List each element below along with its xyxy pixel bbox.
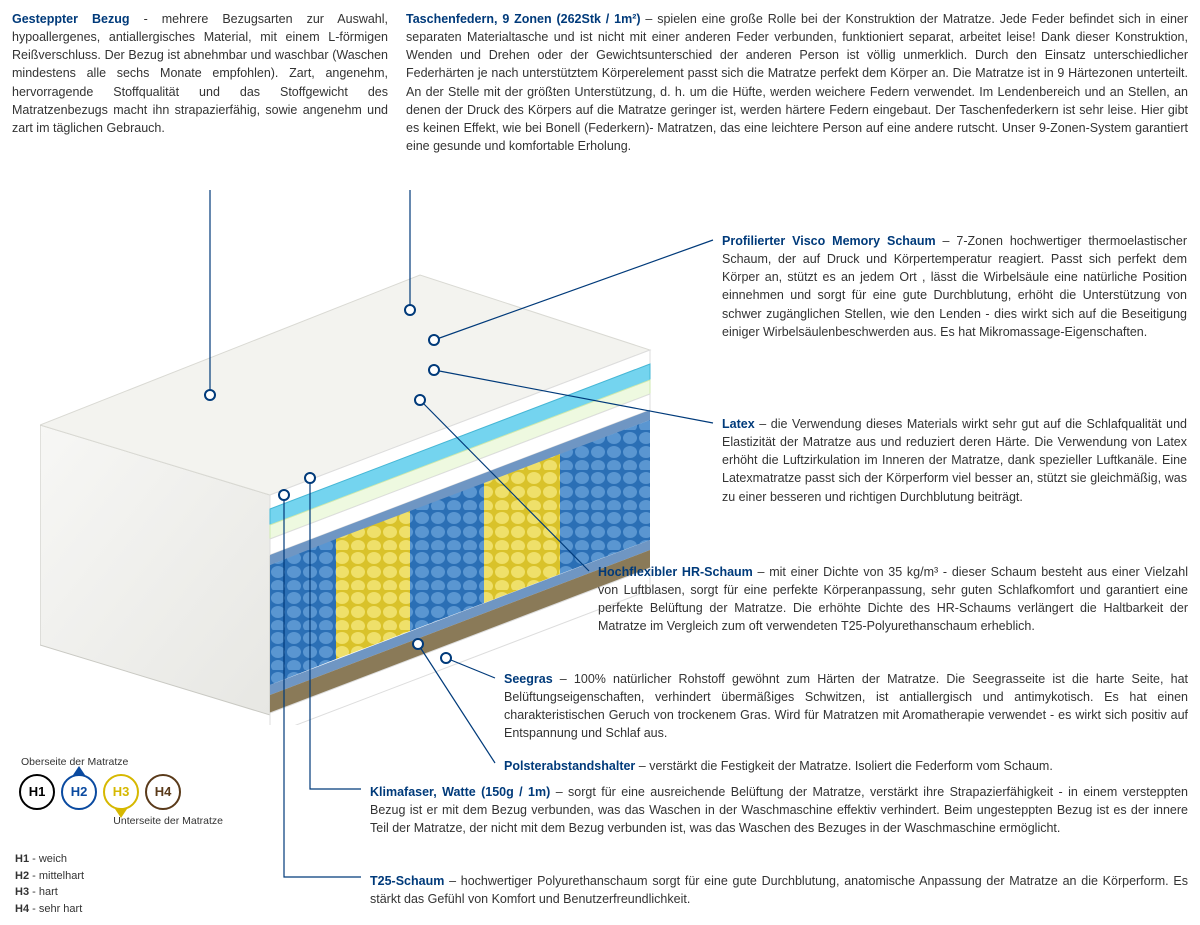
legend-val-0: - weich: [29, 853, 67, 865]
section-text-4: – verstärkt die Festigkeit der Matratze.…: [635, 759, 1053, 773]
legend-key-2: H3: [15, 886, 29, 898]
mattress-svg: [40, 245, 700, 725]
top-left-block: Gesteppter Bezug - mehrere Bezugsarten z…: [12, 10, 388, 155]
section-title-4: Polsterabstandshalter: [504, 759, 635, 773]
legend-key-1: H2: [15, 870, 29, 882]
firmness-h1-label: H1: [29, 783, 46, 802]
firmness-circles: H1 H2 H3 H4: [19, 774, 235, 810]
top-right-block: Taschenfedern, 9 Zonen (262Stk / 1m²) – …: [406, 10, 1188, 155]
section-title-1: Latex: [722, 417, 755, 431]
section-3: Seegras – 100% natürlicher Rohstoff gewö…: [504, 670, 1188, 743]
section-text-3: – 100% natürlicher Rohstoff gewöhnt zum …: [504, 672, 1188, 740]
firmness-legend-list: H1 - weichH2 - mittelhartH3 - hartH4 - s…: [15, 851, 235, 917]
firmness-h4: H4: [145, 774, 181, 810]
top-row: Gesteppter Bezug - mehrere Bezugsarten z…: [12, 10, 1188, 155]
firmness-h3-label: H3: [113, 783, 130, 802]
section-2: Hochflexibler HR-Schaum – mit einer Dich…: [598, 563, 1188, 636]
section-6: T25-Schaum – hochwertiger Polyurethansch…: [370, 872, 1188, 908]
firmness-h2-label: H2: [71, 783, 88, 802]
firmness-h1: H1: [19, 774, 55, 810]
legend-val-1: - mittelhart: [29, 870, 84, 882]
firmness-top-label: Oberseite der Matratze: [21, 755, 235, 770]
section-text-1: – die Verwendung dieses Materials wirkt …: [722, 417, 1187, 504]
legend-row-2: H3 - hart: [15, 884, 235, 901]
section-title-6: T25-Schaum: [370, 874, 444, 888]
section-text-6: – hochwertiger Polyurethanschaum sorgt f…: [370, 874, 1188, 906]
section-title-5: Klimafaser, Watte (150g / 1m): [370, 785, 550, 799]
legend-key-0: H1: [15, 853, 29, 865]
section-title-3: Seegras: [504, 672, 553, 686]
top-left-text: - mehrere Bezugsarten zur Auswahl, hypoa…: [12, 12, 388, 135]
firmness-h3: H3: [103, 774, 139, 810]
top-left-title: Gesteppter Bezug: [12, 12, 130, 26]
section-0: Profilierter Visco Memory Schaum – 7-Zon…: [722, 232, 1187, 341]
firmness-legend: Oberseite der Matratze H1 H2 H3 H4 Unter…: [15, 755, 235, 917]
section-5: Klimafaser, Watte (150g / 1m) – sorgt fü…: [370, 783, 1188, 837]
section-title-2: Hochflexibler HR-Schaum: [598, 565, 753, 579]
legend-row-3: H4 - sehr hart: [15, 901, 235, 918]
section-4: Polsterabstandshalter – verstärkt die Fe…: [504, 757, 1188, 775]
firmness-h4-label: H4: [155, 783, 172, 802]
section-title-0: Profilierter Visco Memory Schaum: [722, 234, 936, 248]
firmness-h2: H2: [61, 774, 97, 810]
top-right-title: Taschenfedern, 9 Zonen (262Stk / 1m²): [406, 12, 641, 26]
section-1: Latex – die Verwendung dieses Materials …: [722, 415, 1187, 506]
top-right-text: – spielen eine große Rolle bei der Konst…: [406, 12, 1188, 153]
legend-row-0: H1 - weich: [15, 851, 235, 868]
legend-val-3: - sehr hart: [29, 903, 82, 915]
legend-row-1: H2 - mittelhart: [15, 868, 235, 885]
legend-val-2: - hart: [29, 886, 58, 898]
section-text-0: – 7-Zonen hochwertiger thermoelastischer…: [722, 234, 1187, 339]
legend-key-3: H4: [15, 903, 29, 915]
